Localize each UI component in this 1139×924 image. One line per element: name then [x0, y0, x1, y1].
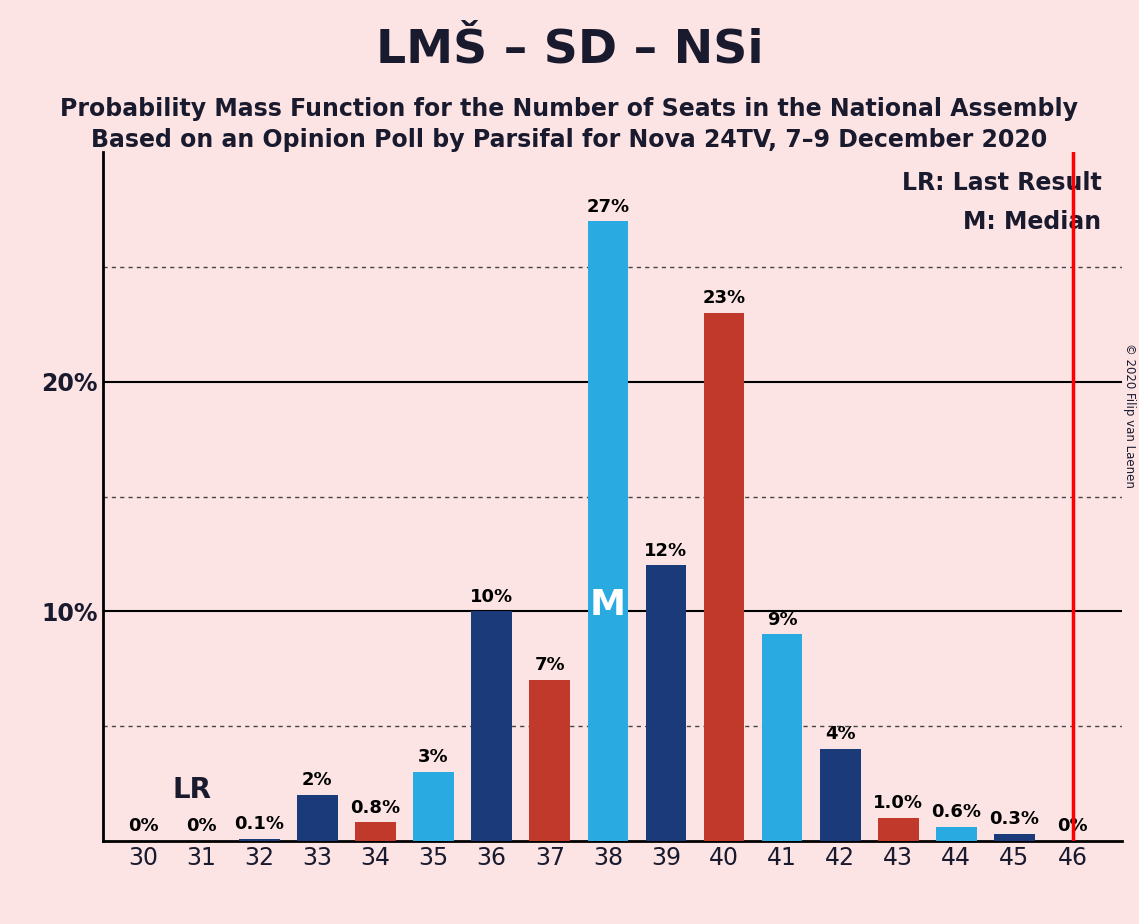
Text: 10%: 10%	[470, 588, 514, 605]
Bar	[762, 634, 803, 841]
Text: 0.6%: 0.6%	[932, 803, 982, 821]
Text: Probability Mass Function for the Number of Seats in the National Assembly: Probability Mass Function for the Number…	[60, 97, 1079, 121]
Bar	[588, 222, 629, 841]
Text: 27%: 27%	[587, 198, 630, 215]
Text: © 2020 Filip van Laenen: © 2020 Filip van Laenen	[1123, 344, 1137, 488]
Text: LMŠ – SD – NSi: LMŠ – SD – NSi	[376, 28, 763, 73]
Text: LR: LR	[172, 776, 211, 805]
Text: 0%: 0%	[128, 817, 158, 835]
Text: 9%: 9%	[767, 611, 797, 628]
Bar	[530, 680, 571, 841]
Bar	[355, 822, 396, 841]
Bar	[239, 839, 280, 841]
Bar	[297, 795, 338, 841]
Text: 2%: 2%	[302, 772, 333, 789]
Text: 0.1%: 0.1%	[235, 815, 285, 833]
Text: 0%: 0%	[1057, 817, 1088, 835]
Text: 0%: 0%	[186, 817, 216, 835]
Bar	[646, 565, 687, 841]
Bar	[704, 313, 745, 841]
Text: 1.0%: 1.0%	[874, 794, 924, 812]
Bar	[413, 772, 454, 841]
Text: 23%: 23%	[703, 289, 746, 308]
Bar	[820, 749, 861, 841]
Bar	[936, 827, 977, 841]
Text: M: M	[590, 589, 625, 623]
Text: 0.3%: 0.3%	[990, 810, 1040, 828]
Bar	[994, 834, 1035, 841]
Text: 3%: 3%	[418, 748, 449, 766]
Bar	[878, 818, 919, 841]
Text: 7%: 7%	[534, 656, 565, 675]
Text: 4%: 4%	[825, 725, 855, 743]
Text: LR: Last Result: LR: Last Result	[902, 171, 1101, 195]
Bar	[472, 612, 513, 841]
Text: M: Median: M: Median	[964, 210, 1101, 234]
Text: Based on an Opinion Poll by Parsifal for Nova 24TV, 7–9 December 2020: Based on an Opinion Poll by Parsifal for…	[91, 128, 1048, 152]
Text: 12%: 12%	[645, 541, 688, 560]
Text: 0.8%: 0.8%	[351, 798, 401, 817]
